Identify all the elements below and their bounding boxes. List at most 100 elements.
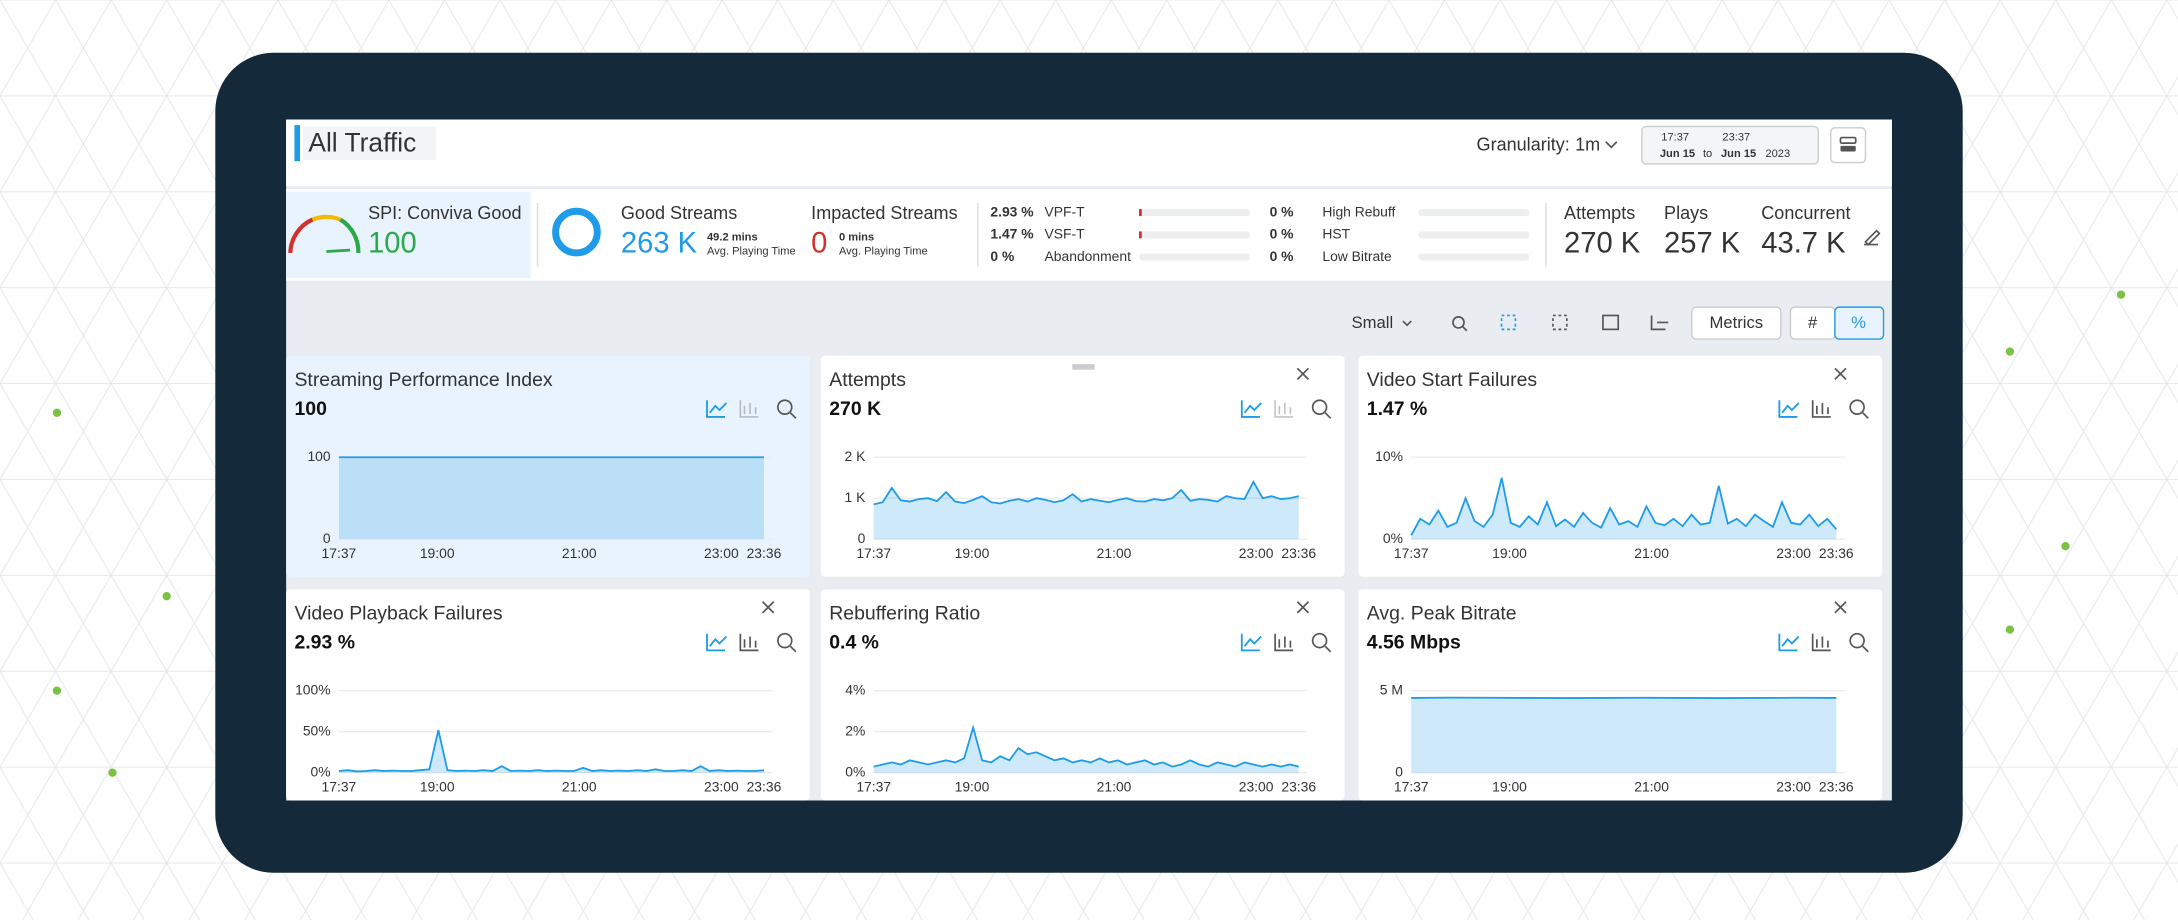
x-tick-label: 23:00 bbox=[1239, 779, 1274, 795]
size-select[interactable]: Small bbox=[1352, 313, 1394, 332]
panel-title: Video Start Failures bbox=[1367, 369, 1538, 391]
metric-track bbox=[1139, 231, 1251, 239]
close-button[interactable] bbox=[761, 601, 775, 614]
x-tick-label: 23:36 bbox=[1281, 545, 1316, 561]
bar-chart-icon[interactable] bbox=[739, 400, 759, 418]
granularity-label: Granularity: bbox=[1477, 135, 1570, 155]
title-box bbox=[302, 126, 437, 160]
toolbar-icons[interactable] bbox=[1452, 314, 1669, 332]
x-tick-label: 19:00 bbox=[420, 779, 455, 795]
area-fill bbox=[1411, 697, 1837, 773]
x-tick-label: 21:00 bbox=[1634, 545, 1669, 561]
chart-panel: Streaming Performance Index 100 0 100 17:37 1… bbox=[286, 355, 810, 577]
metric-value: 1.47 % bbox=[990, 226, 1033, 242]
metric-track bbox=[1139, 209, 1251, 217]
y-tick-label: 50% bbox=[303, 722, 331, 738]
bar-chart-icon[interactable] bbox=[1274, 633, 1294, 652]
zoom-icon[interactable] bbox=[1311, 399, 1328, 415]
settings-button[interactable] bbox=[1830, 127, 1867, 164]
total-value: 257 K bbox=[1664, 227, 1741, 259]
y-tick-label: 0% bbox=[845, 763, 865, 779]
close-button[interactable] bbox=[1834, 601, 1847, 614]
dropdown-arrow bbox=[1402, 320, 1412, 327]
metric-label: Abandonment bbox=[1045, 248, 1132, 264]
line-chart-icon[interactable] bbox=[1778, 400, 1800, 418]
y-tick-label: 0 bbox=[323, 530, 331, 546]
total-label: Concurrent bbox=[1761, 203, 1850, 223]
to-time: 23:37 bbox=[1722, 132, 1750, 144]
panel-bg bbox=[820, 355, 1345, 577]
bar-chart-icon[interactable] bbox=[1811, 400, 1831, 418]
close-button[interactable] bbox=[1834, 367, 1847, 380]
zoom-icon[interactable] bbox=[1849, 399, 1865, 415]
metrics-label: Metrics bbox=[1709, 313, 1763, 332]
line-chart-icon[interactable] bbox=[706, 400, 728, 418]
zoom-icon[interactable] bbox=[1324, 645, 1332, 653]
panel-value: 2.93 % bbox=[294, 632, 355, 654]
line-chart-icon[interactable] bbox=[706, 633, 728, 652]
y-tick-label: 0 bbox=[1395, 763, 1403, 779]
close-button[interactable] bbox=[1296, 367, 1310, 380]
panel-title: Attempts bbox=[829, 369, 906, 391]
gauge-red bbox=[288, 217, 314, 254]
close-button[interactable] bbox=[1296, 601, 1310, 614]
y-tick-label: 2% bbox=[845, 722, 865, 738]
y-tick-label: 0 bbox=[858, 530, 866, 546]
total-label: Plays bbox=[1664, 203, 1708, 223]
zoom-icon[interactable] bbox=[1311, 632, 1328, 649]
metric-value: 0 % bbox=[1270, 226, 1294, 242]
spi-value: 100 bbox=[368, 227, 417, 259]
impacted-value: 0 bbox=[811, 227, 827, 259]
x-tick-label: 21:00 bbox=[1097, 545, 1132, 561]
metric-track bbox=[1418, 209, 1530, 217]
zoom-icon[interactable] bbox=[789, 645, 797, 653]
y-tick-label: 2 K bbox=[845, 448, 867, 464]
x-tick-label: 17:37 bbox=[1394, 545, 1429, 561]
series-line bbox=[873, 724, 1299, 768]
y-tick-label: 0% bbox=[1383, 530, 1403, 546]
zoom-icon[interactable] bbox=[1849, 632, 1865, 649]
zoom-icon[interactable] bbox=[1862, 645, 1869, 653]
area-fill bbox=[1411, 477, 1837, 540]
metrics-button[interactable] bbox=[1691, 306, 1782, 340]
date-range[interactable] bbox=[1641, 125, 1819, 165]
panel-bg bbox=[820, 589, 1345, 801]
bar-chart-icon[interactable] bbox=[739, 633, 759, 652]
x-tick-label: 17:37 bbox=[856, 545, 891, 561]
y-tick-label: 5 M bbox=[1380, 681, 1403, 697]
zoom-icon[interactable] bbox=[777, 632, 793, 649]
metric-indicator bbox=[1139, 209, 1142, 217]
zoom-icon[interactable] bbox=[777, 399, 793, 415]
edit-icon[interactable] bbox=[1864, 229, 1881, 246]
y-tick-label: 100% bbox=[295, 681, 330, 697]
x-tick-label: 17:37 bbox=[322, 545, 357, 561]
x-tick-label: 21:00 bbox=[1634, 779, 1669, 795]
metric-value: 0 % bbox=[1270, 248, 1294, 264]
metric-label: HST bbox=[1322, 226, 1350, 242]
x-tick-label: 19:00 bbox=[1492, 779, 1527, 795]
bar-chart-icon[interactable] bbox=[1811, 633, 1831, 652]
line-chart-icon[interactable] bbox=[1778, 633, 1800, 652]
y-tick-label: 0% bbox=[311, 763, 331, 779]
x-tick-label: 19:00 bbox=[955, 779, 990, 795]
series-line bbox=[1410, 477, 1837, 536]
gauge-green bbox=[339, 217, 361, 253]
chart-panel: Video Start Failures 1.47 % 0% 10% 17:37 19:0… bbox=[1358, 355, 1883, 577]
x-tick-label: 21:00 bbox=[1097, 779, 1132, 795]
zoom-icon[interactable] bbox=[789, 412, 797, 419]
granularity-value[interactable]: 1m bbox=[1575, 135, 1600, 155]
x-tick-label: 17:37 bbox=[322, 779, 357, 795]
zoom-icon[interactable] bbox=[1862, 412, 1869, 419]
line-chart-icon[interactable] bbox=[1240, 400, 1262, 418]
x-tick-label: 23:00 bbox=[1239, 545, 1274, 561]
line-chart-icon[interactable] bbox=[1240, 633, 1262, 652]
count-label: # bbox=[1808, 313, 1818, 332]
bar-chart-icon[interactable] bbox=[1274, 400, 1294, 418]
y-tick-label: 10% bbox=[1375, 448, 1403, 464]
zoom-icon[interactable] bbox=[1324, 412, 1332, 419]
good-value: 263 K bbox=[621, 227, 698, 259]
impacted-time-label: Avg. Playing Time bbox=[839, 245, 928, 257]
percent-button[interactable] bbox=[1834, 306, 1885, 340]
x-tick-label: 23:00 bbox=[704, 545, 739, 561]
